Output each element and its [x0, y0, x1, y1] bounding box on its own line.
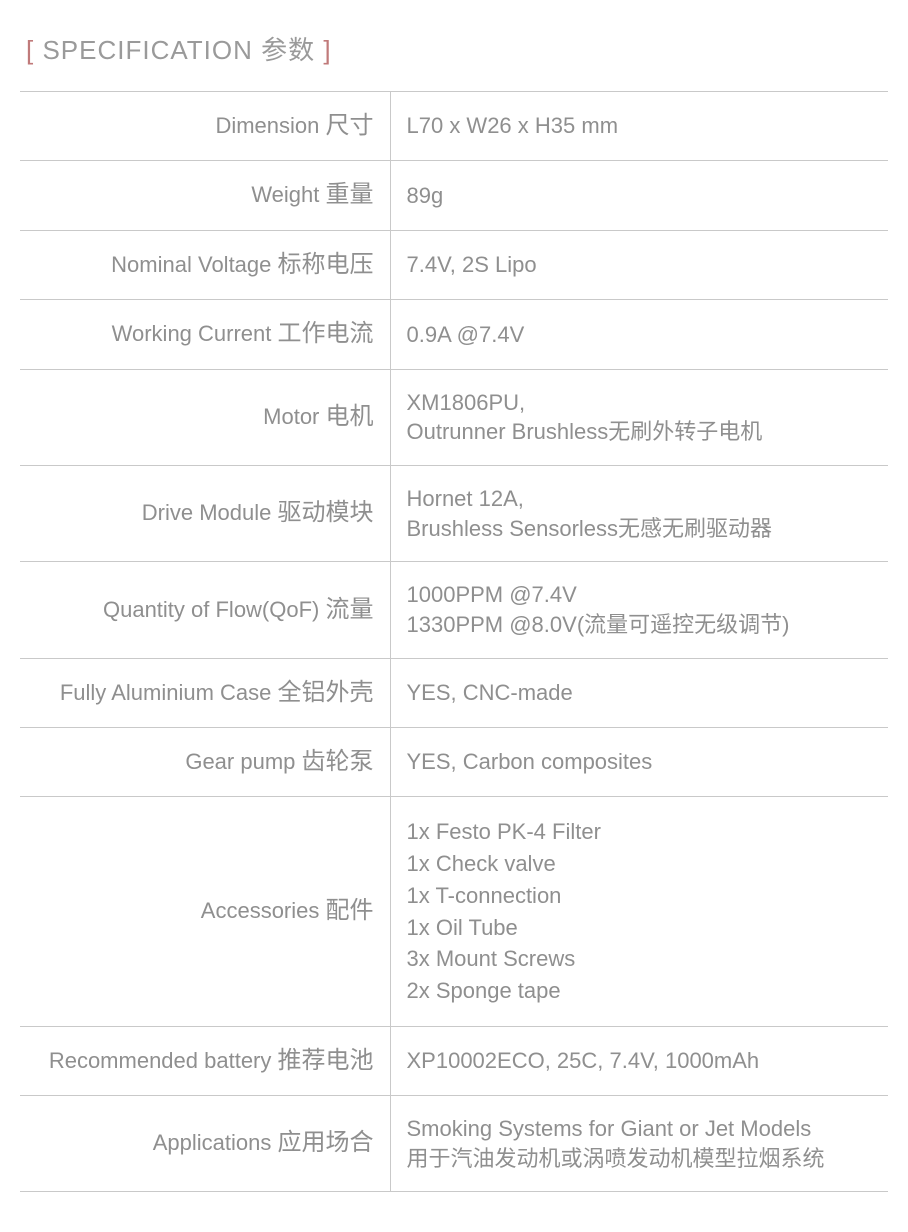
bracket-close: ]: [315, 35, 331, 65]
spec-value-line: Brushless Sensorless无感无刷驱动器: [407, 514, 873, 544]
spec-value-line: 1x T-connection: [407, 881, 873, 911]
spec-label-cn: 驱动模块: [278, 499, 374, 526]
header-title-cn: 参数: [261, 35, 315, 65]
spec-value-line: 1000PPM @7.4V: [407, 580, 873, 610]
spec-label: Fully Aluminium Case 全铝外壳: [20, 658, 390, 727]
table-row: Gear pump 齿轮泵YES, Carbon composites: [20, 728, 888, 797]
spec-value-line: 2x Sponge tape: [407, 976, 873, 1006]
spec-label-cn: 齿轮泵: [302, 748, 374, 775]
spec-label-en: Quantity of Flow(QoF): [103, 597, 326, 622]
spec-value: XP10002ECO, 25C, 7.4V, 1000mAh: [390, 1026, 888, 1095]
spec-value: XM1806PU,Outrunner Brushless无刷外转子电机: [390, 369, 888, 465]
spec-value: Smoking Systems for Giant or Jet Models用…: [390, 1095, 888, 1191]
spec-value-line: Outrunner Brushless无刷外转子电机: [407, 417, 873, 447]
spec-value: 1000PPM @7.4V1330PPM @8.0V(流量可遥控无级调节): [390, 562, 888, 658]
table-row: Weight 重量89g: [20, 161, 888, 230]
spec-value-line: 3x Mount Screws: [407, 944, 873, 974]
spec-value: YES, Carbon composites: [390, 728, 888, 797]
spec-label-en: Drive Module: [142, 500, 278, 525]
spec-label-en: Applications: [153, 1130, 278, 1155]
spec-value-line: 1x Oil Tube: [407, 913, 873, 943]
table-row: Fully Aluminium Case 全铝外壳YES, CNC-made: [20, 658, 888, 727]
section-header: [ SPECIFICATION 参数 ]: [20, 30, 888, 67]
table-row: Recommended battery 推荐电池XP10002ECO, 25C,…: [20, 1026, 888, 1095]
spec-label-cn: 重量: [326, 181, 374, 208]
spec-value: Hornet 12A,Brushless Sensorless无感无刷驱动器: [390, 465, 888, 561]
specification-table: Dimension 尺寸L70 x W26 x H35 mmWeight 重量8…: [20, 91, 888, 1192]
header-title-en: SPECIFICATION: [42, 35, 261, 65]
spec-label: Working Current 工作电流: [20, 300, 390, 369]
table-row: Applications 应用场合Smoking Systems for Gia…: [20, 1095, 888, 1191]
spec-value: 0.9A @7.4V: [390, 300, 888, 369]
spec-label-cn: 工作电流: [278, 320, 374, 347]
spec-label-cn: 流量: [326, 596, 374, 623]
spec-label-cn: 推荐电池: [278, 1047, 374, 1074]
table-row: Working Current 工作电流0.9A @7.4V: [20, 300, 888, 369]
spec-label-cn: 标称电压: [278, 251, 374, 278]
spec-label-en: Gear pump: [185, 749, 301, 774]
spec-label: Recommended battery 推荐电池: [20, 1026, 390, 1095]
spec-label-cn: 电机: [326, 403, 374, 430]
spec-label: Weight 重量: [20, 161, 390, 230]
table-row: Accessories 配件1x Festo PK-4 Filter1x Che…: [20, 797, 888, 1026]
bracket-open: [: [26, 35, 42, 65]
spec-label-cn: 全铝外壳: [278, 679, 374, 706]
spec-label-en: Weight: [251, 182, 325, 207]
spec-value-line: XM1806PU,: [407, 388, 873, 418]
table-row: Nominal Voltage 标称电压7.4V, 2S Lipo: [20, 230, 888, 299]
spec-value-line: 1330PPM @8.0V(流量可遥控无级调节): [407, 610, 873, 640]
spec-value: L70 x W26 x H35 mm: [390, 92, 888, 161]
table-row: Quantity of Flow(QoF) 流量1000PPM @7.4V133…: [20, 562, 888, 658]
spec-value: 89g: [390, 161, 888, 230]
spec-label-en: Working Current: [112, 321, 278, 346]
spec-label-cn: 尺寸: [326, 112, 374, 139]
spec-value: 1x Festo PK-4 Filter1x Check valve1x T-c…: [390, 797, 888, 1026]
table-row: Motor 电机XM1806PU,Outrunner Brushless无刷外转…: [20, 369, 888, 465]
table-row: Dimension 尺寸L70 x W26 x H35 mm: [20, 92, 888, 161]
spec-label: Nominal Voltage 标称电压: [20, 230, 390, 299]
spec-value-line: 1x Check valve: [407, 849, 873, 879]
spec-label-en: Dimension: [215, 113, 325, 138]
spec-label-en: Nominal Voltage: [111, 252, 277, 277]
spec-label: Quantity of Flow(QoF) 流量: [20, 562, 390, 658]
spec-label: Dimension 尺寸: [20, 92, 390, 161]
spec-label-cn: 应用场合: [278, 1129, 374, 1156]
spec-label: Motor 电机: [20, 369, 390, 465]
spec-label-cn: 配件: [326, 897, 374, 924]
spec-label: Drive Module 驱动模块: [20, 465, 390, 561]
spec-label: Applications 应用场合: [20, 1095, 390, 1191]
spec-value-line: Smoking Systems for Giant or Jet Models: [407, 1114, 873, 1144]
spec-label: Accessories 配件: [20, 797, 390, 1026]
spec-value: YES, CNC-made: [390, 658, 888, 727]
table-row: Drive Module 驱动模块Hornet 12A,Brushless Se…: [20, 465, 888, 561]
spec-value-line: 1x Festo PK-4 Filter: [407, 817, 873, 847]
spec-value-line: Hornet 12A,: [407, 484, 873, 514]
spec-label: Gear pump 齿轮泵: [20, 728, 390, 797]
spec-label-en: Accessories: [201, 898, 326, 923]
spec-label-en: Recommended battery: [49, 1048, 278, 1073]
spec-label-en: Motor: [263, 404, 325, 429]
spec-label-en: Fully Aluminium Case: [60, 680, 278, 705]
spec-value-line: 用于汽油发动机或涡喷发动机模型拉烟系统: [407, 1144, 873, 1174]
spec-value: 7.4V, 2S Lipo: [390, 230, 888, 299]
